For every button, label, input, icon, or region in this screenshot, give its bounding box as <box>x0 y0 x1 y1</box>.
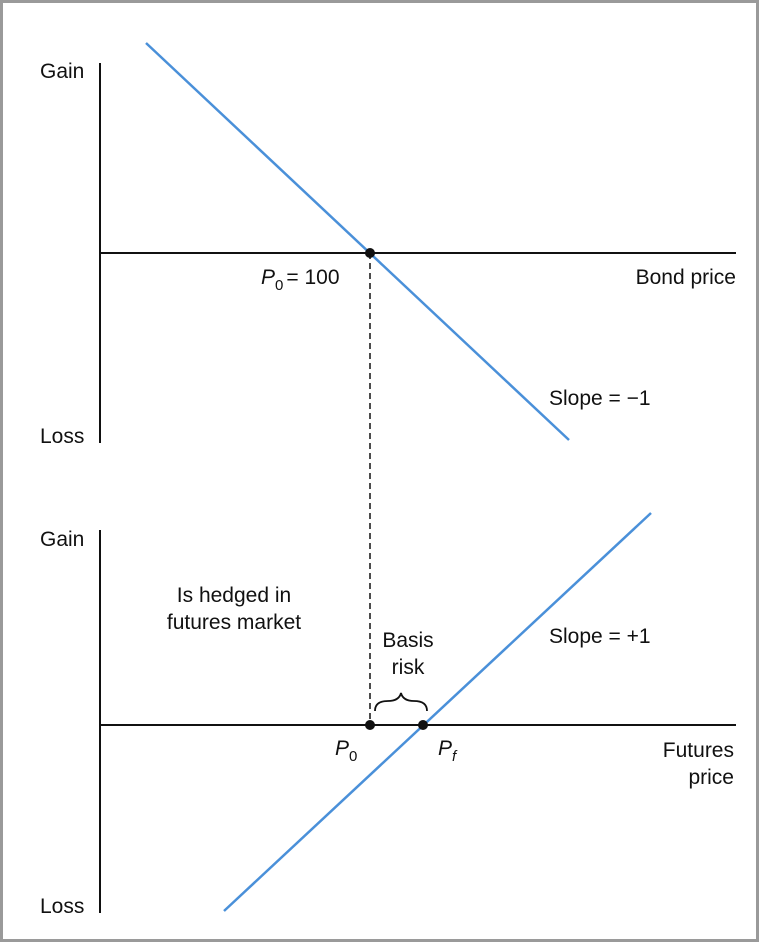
futures-payoff-line <box>223 512 652 912</box>
hedge-label-1: Is hedged in <box>177 584 291 607</box>
bottom-slope-label: Slope = +1 <box>549 625 651 648</box>
top-loss-label: Loss <box>40 425 84 448</box>
basis-risk-brace <box>374 692 428 712</box>
bottom-p0-symbol: P <box>335 737 349 760</box>
pf-symbol: P <box>438 737 452 760</box>
bottom-p0-subscript: 0 <box>349 748 357 765</box>
pf-subscript: f <box>452 748 458 765</box>
top-p0-symbol: P <box>261 266 275 289</box>
top-p0-label: P0 = 100 <box>261 266 340 294</box>
bottom-p0-point <box>365 720 375 730</box>
top-gain-label: Gain <box>40 60 84 83</box>
top-panel: Gain Loss Bond price P0 = 100 Slope = −1 <box>40 42 736 448</box>
hedging-diagram: Gain Loss Bond price P0 = 100 Slope = −1 … <box>40 42 736 918</box>
bottom-gain-label: Gain <box>40 528 84 551</box>
futures-price-label-2: price <box>688 766 734 789</box>
basis-label-1: Basis <box>382 629 433 652</box>
basis-label-2: risk <box>392 656 425 679</box>
top-p0-subscript: 0 <box>275 277 283 294</box>
pf-label: Pf <box>438 737 458 765</box>
hedge-label-2: futures market <box>167 611 301 634</box>
top-slope-label: Slope = −1 <box>549 387 651 410</box>
bottom-panel: Gain Loss Futures price Is hedged in fut… <box>40 512 736 918</box>
top-p0-value: = 100 <box>286 266 339 289</box>
bond-payoff-line <box>145 42 570 441</box>
pf-point <box>418 720 428 730</box>
bond-price-label: Bond price <box>636 266 736 289</box>
bottom-loss-label: Loss <box>40 895 84 918</box>
bottom-p0-label: P0 <box>335 737 357 765</box>
futures-price-label-1: Futures <box>663 739 734 762</box>
